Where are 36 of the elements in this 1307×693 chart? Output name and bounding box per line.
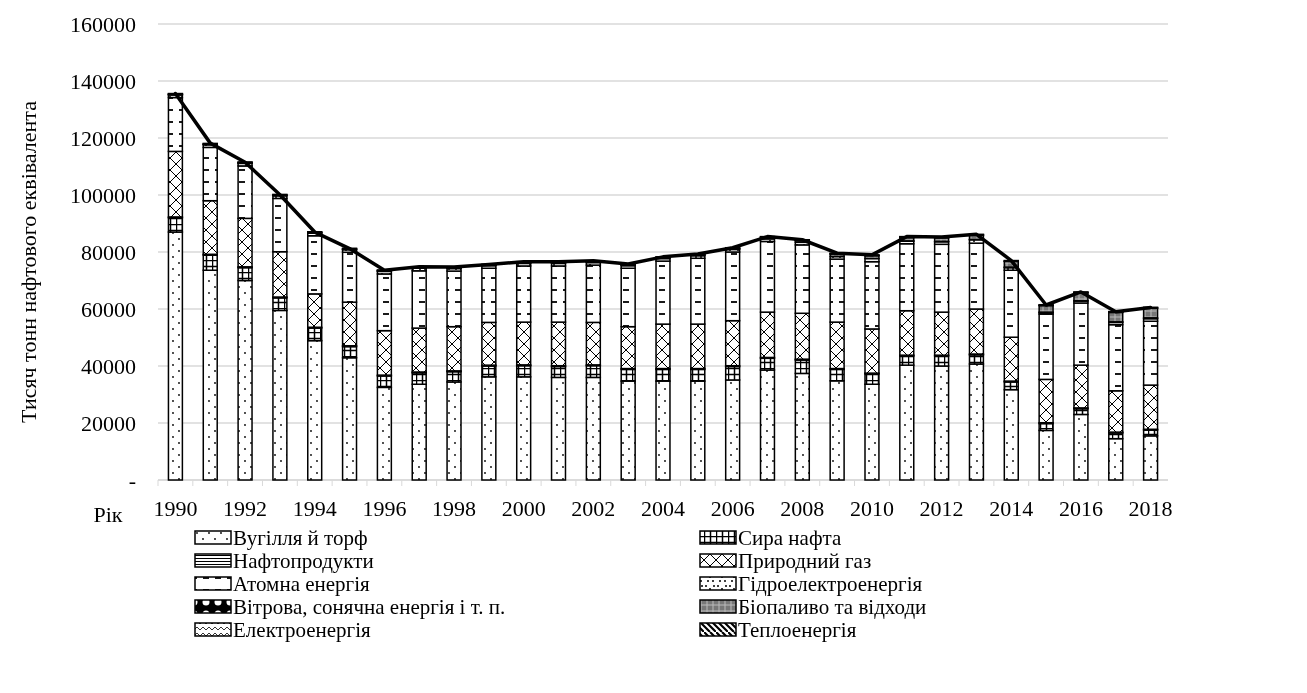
legend-label: Вугілля й торф bbox=[233, 526, 368, 551]
y-tick-label: 60000 bbox=[81, 296, 136, 322]
x-tick-label: 2002 bbox=[571, 496, 616, 521]
legend-label: Теплоенергія bbox=[738, 618, 857, 643]
y-tick-label: 20000 bbox=[81, 410, 136, 436]
y-tick-label: 120000 bbox=[70, 125, 136, 151]
x-tick-label: 2006 bbox=[710, 496, 755, 521]
x-tick-label: 1994 bbox=[292, 496, 337, 521]
legend-label: Атомна енергія bbox=[233, 572, 371, 597]
x-tick-label: 2000 bbox=[501, 496, 546, 521]
x-tick-label: 2016 bbox=[1058, 496, 1103, 521]
x-tick-label: 2012 bbox=[919, 496, 964, 521]
x-tick-label: 2018 bbox=[1128, 496, 1173, 521]
x-axis-title: Рік bbox=[93, 502, 123, 527]
y-tick-label: 80000 bbox=[81, 239, 136, 265]
legend-label: Сира нафта bbox=[738, 526, 842, 551]
y-tick-label: 160000 bbox=[70, 11, 136, 37]
y-tick-label: - bbox=[128, 467, 136, 493]
legend-label: Біопаливо та відходи bbox=[738, 595, 927, 620]
x-tick-label: 2004 bbox=[641, 496, 685, 521]
y-tick-label: 100000 bbox=[70, 182, 136, 208]
y-axis-title: Тисяч тонн нафтового еквівалента bbox=[16, 100, 41, 423]
x-tick-label: 2014 bbox=[989, 496, 1034, 521]
legend-label: Природний газ bbox=[738, 549, 872, 574]
legend-label: Електроенергія bbox=[233, 618, 372, 643]
x-tick-label: 1998 bbox=[432, 496, 477, 521]
legend-label: Нафтопродукти bbox=[233, 549, 374, 574]
x-tick-label: 1992 bbox=[223, 496, 268, 521]
x-tick-label: 2008 bbox=[780, 496, 825, 521]
x-tick-label: 1990 bbox=[153, 496, 198, 521]
y-tick-label: 40000 bbox=[81, 353, 136, 379]
legend-label: Вітрова, сонячна енергія і т. п. bbox=[233, 595, 506, 620]
legend-label: Гідроелектроенергія bbox=[738, 572, 923, 597]
y-tick-label: 140000 bbox=[70, 68, 136, 94]
x-tick-label: 2010 bbox=[849, 496, 894, 521]
x-tick-label: 1996 bbox=[362, 496, 407, 521]
